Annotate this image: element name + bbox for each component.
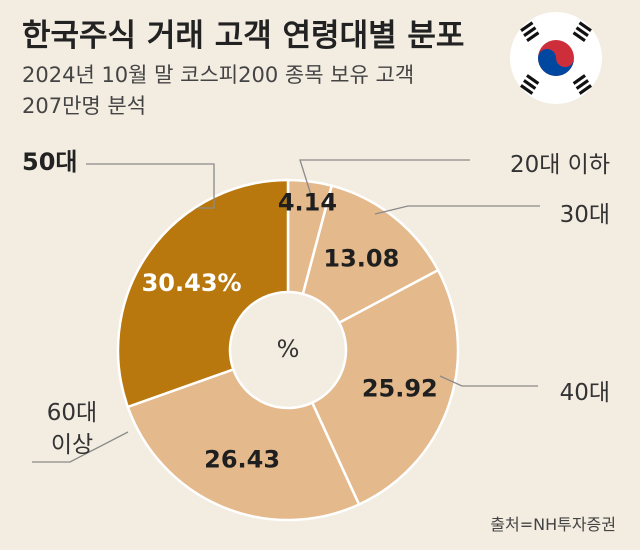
chart-subtitle-line2: 207만명 분석 xyxy=(22,94,146,118)
value-label-40대: 25.92 xyxy=(362,375,438,403)
category-label-20대-이하: 20대 이하 xyxy=(510,152,610,178)
flag-taegeuk-blue xyxy=(538,49,574,76)
flag-trigrams xyxy=(520,21,592,95)
chart-title: 한국주식 거래 고객 연령대별 분포 xyxy=(22,18,464,54)
category-label-30대: 30대 xyxy=(560,202,610,228)
value-labels: 4.14 13.08 25.92 26.43 30.43% xyxy=(142,188,438,473)
slice-30대 xyxy=(301,184,440,325)
leader-line-60대-이상 xyxy=(32,431,129,463)
center-unit-label: % xyxy=(277,335,300,363)
source-note: 출처=NH투자증권 xyxy=(490,515,616,534)
value-label-30대: 13.08 xyxy=(323,245,399,273)
leader-line-40대 xyxy=(439,375,538,387)
category-label-40대: 40대 xyxy=(560,380,610,406)
value-label-50대: 30.43% xyxy=(142,269,242,297)
slice-60대-이상 xyxy=(126,367,361,522)
korean-flag-icon xyxy=(510,12,602,104)
category-label-60대-이상-line1: 60대 xyxy=(47,400,97,426)
value-label-60대-이상: 26.43 xyxy=(204,446,280,474)
value-label-20대-이하: 4.14 xyxy=(278,188,337,216)
donut-slices xyxy=(116,178,460,522)
leader-lines xyxy=(32,159,540,463)
leader-line-50대 xyxy=(86,163,215,209)
leader-line-20대-이하 xyxy=(299,159,470,199)
slice-50대 xyxy=(116,178,290,409)
leader-line-30대 xyxy=(374,205,540,215)
chart-subtitle-line1: 2024년 10월 말 코스피200 종목 보유 고객 xyxy=(22,63,414,87)
category-label-50대: 50대 xyxy=(22,148,77,176)
category-label-60대-이상-line2: 이상 xyxy=(51,432,93,458)
slice-40대 xyxy=(310,268,460,507)
